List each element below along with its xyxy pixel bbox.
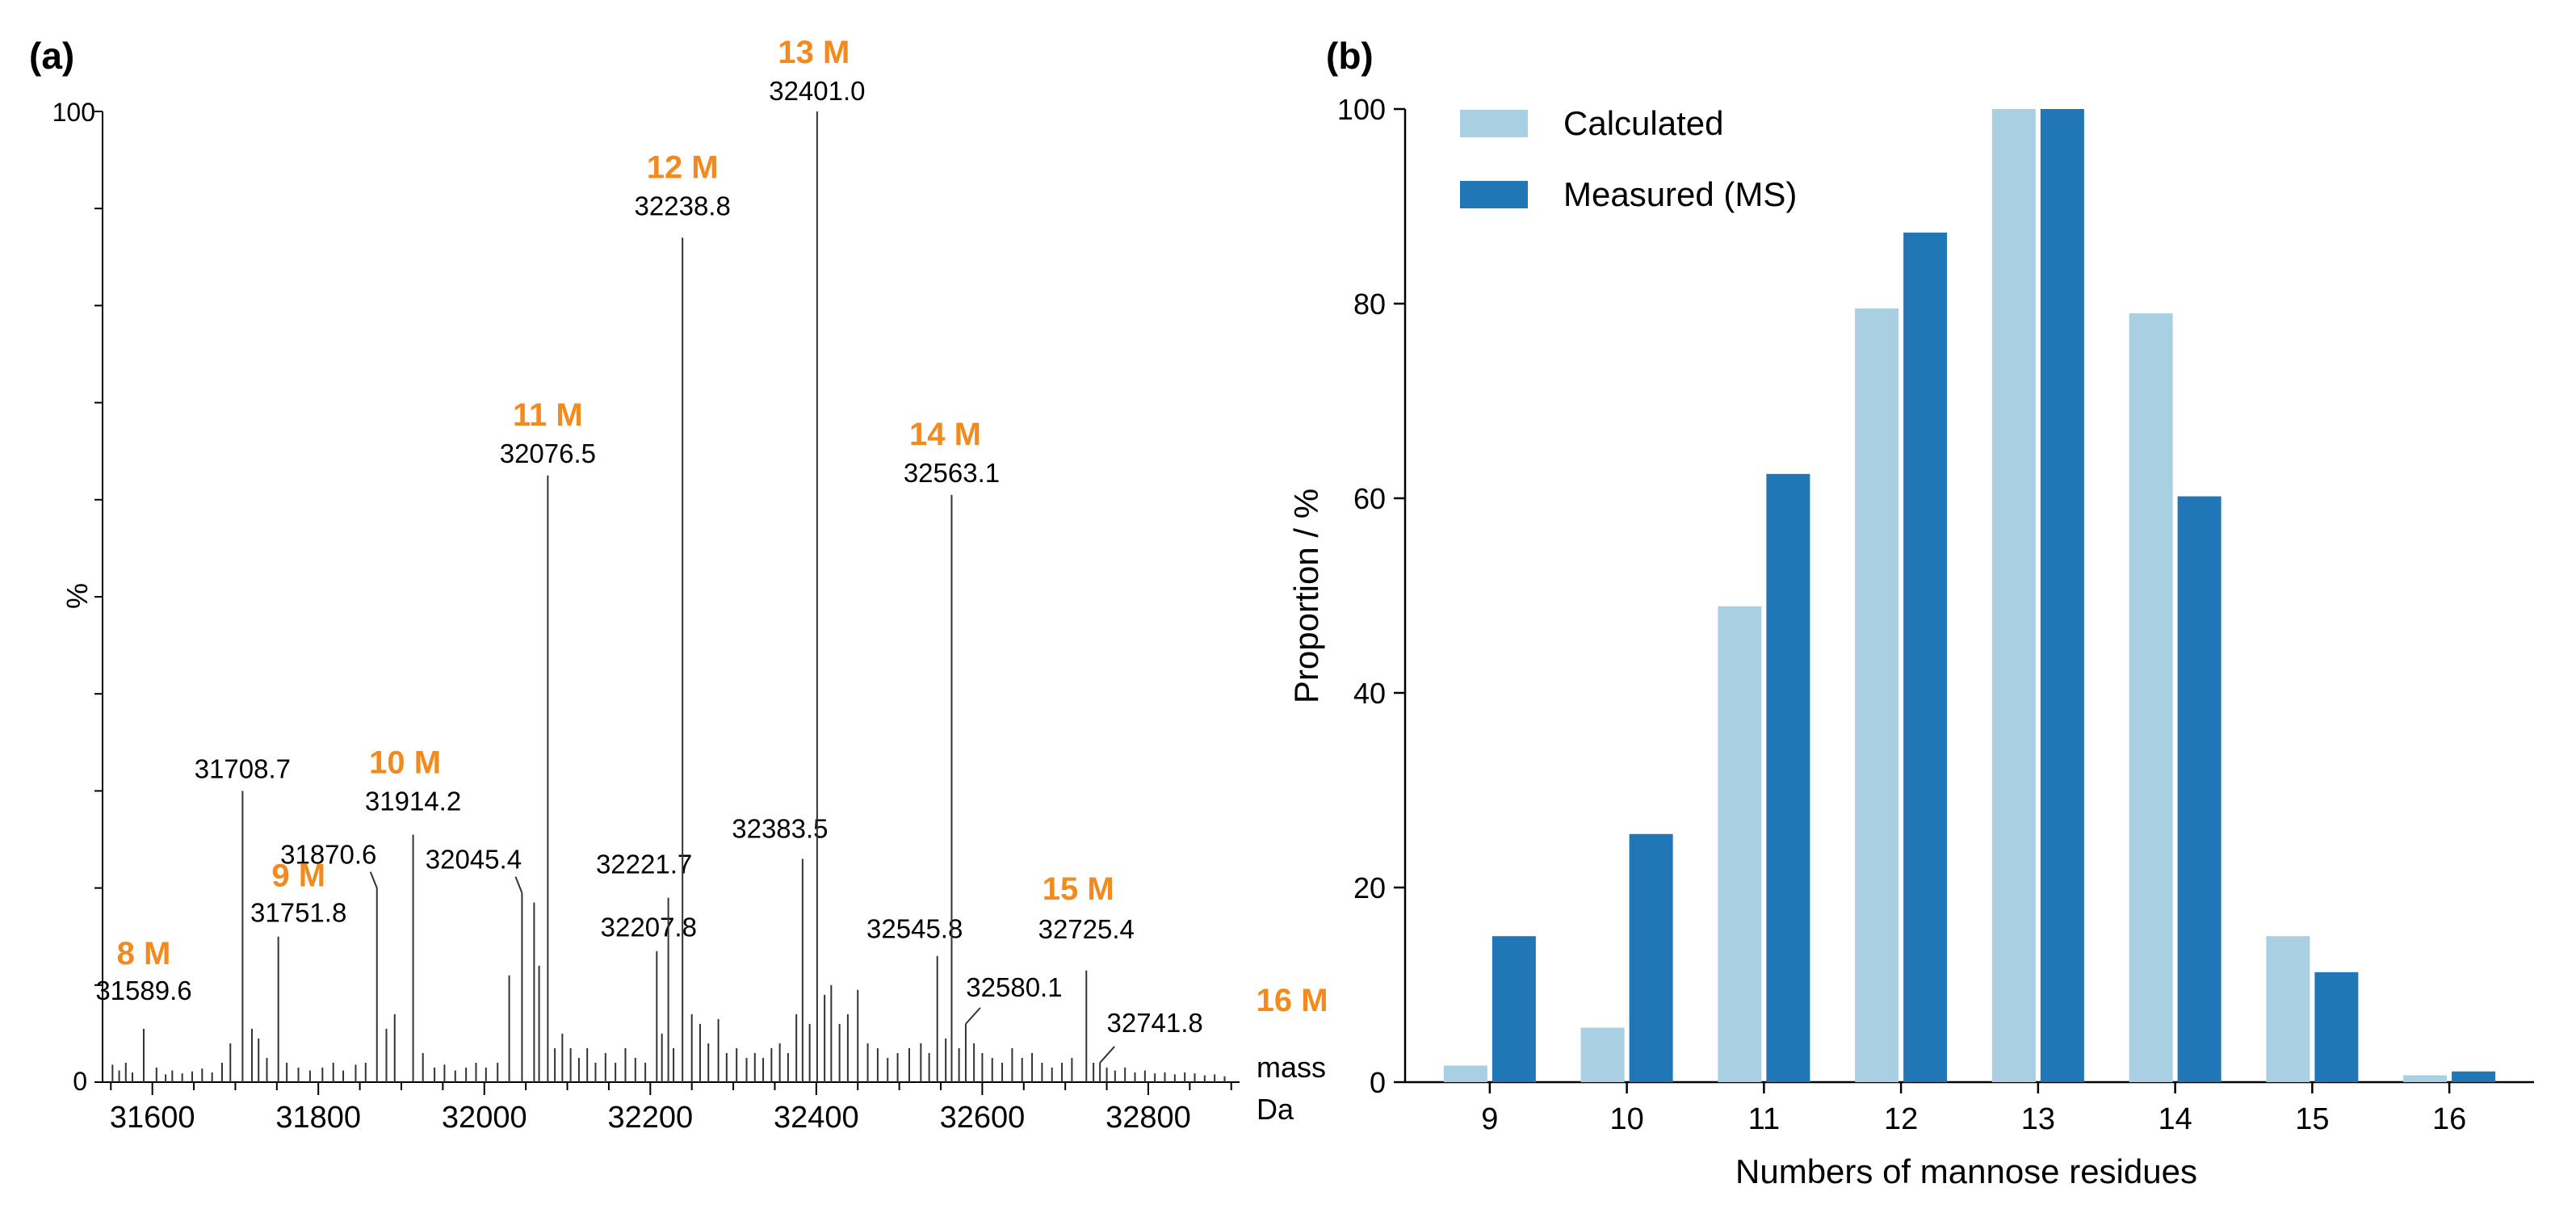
calculated-bar: [2266, 936, 2310, 1082]
legend-label-calculated: Calculated: [1563, 104, 1723, 142]
panel-a-peak-label: 31751.8: [250, 898, 346, 928]
panel-a-glycoform-label: 13 M: [778, 35, 850, 70]
panel-a-label-connector: [369, 871, 378, 888]
panel-a-label-connector: [514, 876, 523, 893]
panel-a-glycoform-label: 14 M: [909, 417, 981, 452]
calculated-bar: [1443, 1065, 1487, 1082]
panel-a-y-bottom-label: 0: [73, 1067, 87, 1096]
panel-a-glycoform-label: 8 M: [117, 936, 171, 972]
panel-a-peak-label: 32221.7: [596, 850, 692, 879]
panel-a-peak-label: 31870.6: [280, 840, 376, 870]
panel-b-y-tick-label: 100: [1337, 93, 1386, 126]
panel-a-peak-label: 32045.4: [426, 845, 522, 875]
panel-a-peak-label: 31708.7: [195, 753, 291, 783]
panel-a-x-tick-label: 31800: [275, 1101, 361, 1135]
panel-a-x-tick-label: 32800: [1105, 1101, 1191, 1135]
measured-bar: [2040, 109, 2084, 1082]
panel-a-glycoform-label: 16 M: [1257, 983, 1328, 1018]
calculated-bar: [2403, 1075, 2448, 1082]
panel-a-x-tick-label: 31600: [110, 1101, 195, 1135]
panel-a-peak-label: 32580.1: [966, 972, 1062, 1002]
panel-a-glycoform-label: 10 M: [369, 745, 441, 780]
panel-b-y-tick-label: 20: [1353, 871, 1386, 904]
panel-a-y-top-label: 100: [52, 98, 95, 127]
panel-b-x-tick-label: 9: [1481, 1102, 1498, 1136]
panel-b-x-tick-label: 15: [2295, 1102, 2329, 1136]
measured-bar: [1903, 233, 1948, 1082]
panel-a-x-tick-label: 32000: [442, 1101, 527, 1135]
panel-b-x-tick-label: 13: [2021, 1102, 2055, 1136]
panel-a-x-tick-label: 32600: [940, 1101, 1026, 1135]
calculated-bar: [1991, 109, 2036, 1082]
panel-b-x-tick-label: 14: [2158, 1102, 2192, 1136]
measured-bar: [1491, 936, 1536, 1082]
panel-a-x-unit-da: Da: [1257, 1093, 1294, 1126]
legend-label-measured: Measured (MS): [1563, 175, 1797, 213]
panel-a-x-unit-mass: mass: [1257, 1051, 1326, 1084]
panel-b-x-axis-label: Numbers of mannose residues: [1735, 1152, 2197, 1190]
panel-a-peak-label: 32741.8: [1106, 1008, 1202, 1038]
panel-a-glycoform-label: 11 M: [513, 397, 583, 433]
panel-a-x-tick-label: 32400: [774, 1101, 859, 1135]
panel-a-y-axis-label: %: [61, 583, 94, 609]
panel-a-peak-label: 32545.8: [866, 914, 963, 944]
measured-bar: [2177, 496, 2221, 1082]
panel-b-y-tick-label: 80: [1353, 287, 1386, 321]
panel-a-peak-label: 32563.1: [904, 458, 1000, 488]
calculated-bar: [1580, 1027, 1625, 1082]
panel-a-peak-label: 32238.8: [635, 191, 731, 220]
panel-a-peak-label: 32207.8: [601, 913, 697, 942]
measured-bar: [2314, 972, 2359, 1082]
calculated-bar: [2129, 313, 2173, 1082]
panel-b-y-tick-label: 60: [1353, 482, 1386, 515]
panel-a-spectrum: 31600 31800 32000 32200 32400 32600 32800 31589…: [94, 35, 1328, 1135]
panel-a-glycoform-label: 12 M: [647, 149, 719, 185]
panel-b-bar-chart: 0 20 40 60 80 100 9 10 11 12 13 14 15 16 Calculated Mea…: [1337, 93, 2534, 1136]
measured-bar: [1629, 833, 1673, 1082]
measured-bar: [1766, 473, 1810, 1082]
measured-bar: [2452, 1071, 2496, 1082]
panel-b-y-tick-label: 40: [1353, 677, 1386, 710]
legend-swatch-calculated: [1460, 110, 1528, 137]
panel-a-peak-label: 32725.4: [1038, 914, 1135, 944]
panel-b-label: (b): [1326, 35, 1374, 77]
panel-a-peak-label: 32401.0: [769, 76, 865, 106]
panel-a-glycoform-label: 9 M: [271, 858, 325, 894]
panel-a-peak-label: 32383.5: [732, 814, 828, 844]
panel-a-peak-label: 31914.2: [365, 786, 461, 816]
panel-b-x-tick-label: 11: [1748, 1102, 1780, 1136]
panel-a-peak-label: 31589.6: [95, 976, 191, 1005]
panel-a-x-tick-label: 32200: [607, 1101, 693, 1135]
panel-b-x-tick-label: 10: [1609, 1102, 1643, 1136]
panel-b-y-axis-label: Proportion / %: [1287, 489, 1325, 703]
panel-b-x-tick-label: 12: [1884, 1102, 1918, 1136]
panel-a-peak-label: 32076.5: [500, 439, 596, 468]
panel-b-y-tick-label: 0: [1370, 1066, 1386, 1099]
panel-a-glycoform-label: 15 M: [1043, 871, 1114, 907]
calculated-bar: [1718, 606, 1762, 1082]
panel-a-label-connector: [965, 1007, 981, 1025]
panel-a-label: (a): [29, 35, 74, 77]
panel-a-label-connector: [1099, 1046, 1115, 1064]
legend-swatch-measured: [1460, 181, 1528, 208]
calculated-bar: [1855, 308, 1899, 1082]
panel-b-x-tick-label: 16: [2432, 1102, 2466, 1136]
